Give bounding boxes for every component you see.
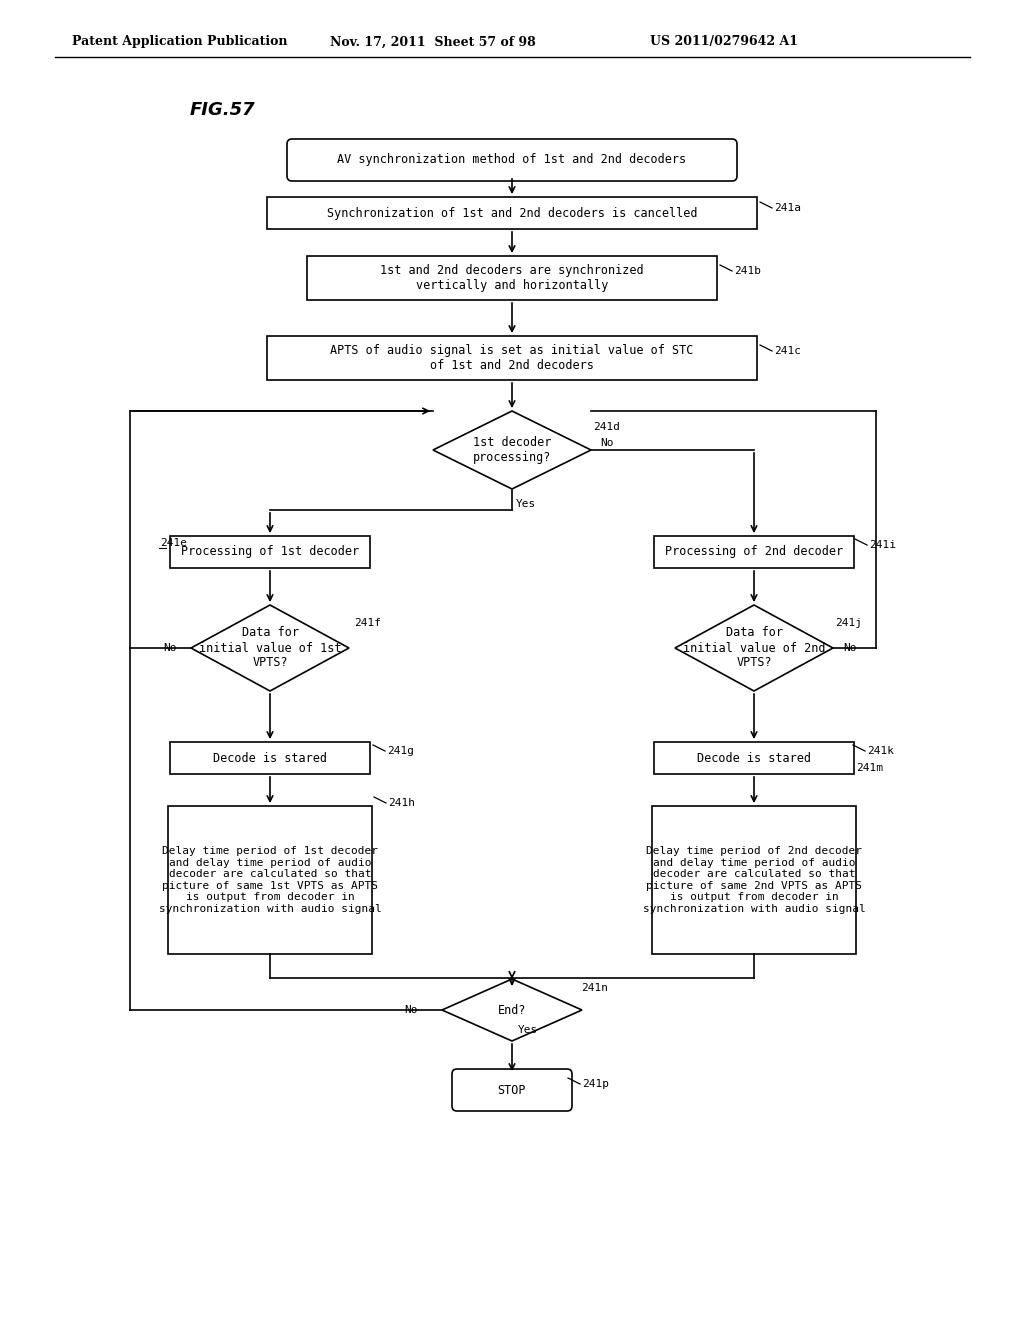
Text: Synchronization of 1st and 2nd decoders is cancelled: Synchronization of 1st and 2nd decoders … <box>327 206 697 219</box>
Text: 241d: 241d <box>593 422 620 432</box>
Text: Data for
initial value of 2nd
VPTS?: Data for initial value of 2nd VPTS? <box>683 627 825 669</box>
Text: 241g: 241g <box>387 746 414 756</box>
Text: 241h: 241h <box>388 799 415 808</box>
FancyBboxPatch shape <box>654 742 854 774</box>
Text: 1st and 2nd decoders are synchronized
vertically and horizontally: 1st and 2nd decoders are synchronized ve… <box>380 264 644 292</box>
FancyBboxPatch shape <box>267 197 757 228</box>
Text: No: No <box>600 438 613 447</box>
Text: STOP: STOP <box>498 1084 526 1097</box>
Polygon shape <box>433 411 591 488</box>
Text: 241a: 241a <box>774 203 801 213</box>
Text: Processing of 2nd decoder: Processing of 2nd decoder <box>665 545 843 558</box>
Text: End?: End? <box>498 1003 526 1016</box>
Text: Delay time period of 2nd decoder
and delay time period of audio
decoder are calc: Delay time period of 2nd decoder and del… <box>643 846 865 913</box>
Text: 241e: 241e <box>160 539 187 548</box>
Text: 241p: 241p <box>582 1078 609 1089</box>
Text: 241f: 241f <box>354 618 381 628</box>
Text: Delay time period of 1st decoder
and delay time period of audio
decoder are calc: Delay time period of 1st decoder and del… <box>159 846 381 913</box>
Text: No: No <box>843 643 856 653</box>
Text: Processing of 1st decoder: Processing of 1st decoder <box>181 545 359 558</box>
Text: 241n: 241n <box>581 983 608 993</box>
Text: APTS of audio signal is set as initial value of STC
of 1st and 2nd decoders: APTS of audio signal is set as initial v… <box>331 345 693 372</box>
Text: 241j: 241j <box>835 618 862 628</box>
Text: FIG.57: FIG.57 <box>190 102 256 119</box>
Polygon shape <box>191 605 349 690</box>
FancyBboxPatch shape <box>267 337 757 380</box>
FancyBboxPatch shape <box>452 1069 572 1111</box>
Text: Decode is stared: Decode is stared <box>697 751 811 764</box>
FancyBboxPatch shape <box>654 536 854 568</box>
FancyBboxPatch shape <box>170 742 370 774</box>
Text: Yes: Yes <box>518 1026 539 1035</box>
FancyBboxPatch shape <box>168 807 372 954</box>
Text: 1st decoder
processing?: 1st decoder processing? <box>473 436 551 465</box>
Text: No: No <box>404 1005 418 1015</box>
Text: Data for
initial value of 1st
VPTS?: Data for initial value of 1st VPTS? <box>199 627 341 669</box>
Text: Nov. 17, 2011  Sheet 57 of 98: Nov. 17, 2011 Sheet 57 of 98 <box>330 36 536 49</box>
FancyBboxPatch shape <box>652 807 856 954</box>
Text: Patent Application Publication: Patent Application Publication <box>72 36 288 49</box>
Text: 241m: 241m <box>856 763 883 774</box>
Text: 241c: 241c <box>774 346 801 356</box>
Text: Decode is stared: Decode is stared <box>213 751 327 764</box>
Polygon shape <box>675 605 833 690</box>
FancyBboxPatch shape <box>307 256 717 300</box>
Text: Yes: Yes <box>516 499 537 510</box>
Text: 241b: 241b <box>734 267 761 276</box>
Text: 241i: 241i <box>869 540 896 550</box>
Text: AV synchronization method of 1st and 2nd decoders: AV synchronization method of 1st and 2nd… <box>338 153 686 166</box>
Text: No: No <box>163 643 176 653</box>
Polygon shape <box>442 979 582 1041</box>
Text: US 2011/0279642 A1: US 2011/0279642 A1 <box>650 36 798 49</box>
FancyBboxPatch shape <box>287 139 737 181</box>
Text: 241k: 241k <box>867 746 894 756</box>
FancyBboxPatch shape <box>170 536 370 568</box>
